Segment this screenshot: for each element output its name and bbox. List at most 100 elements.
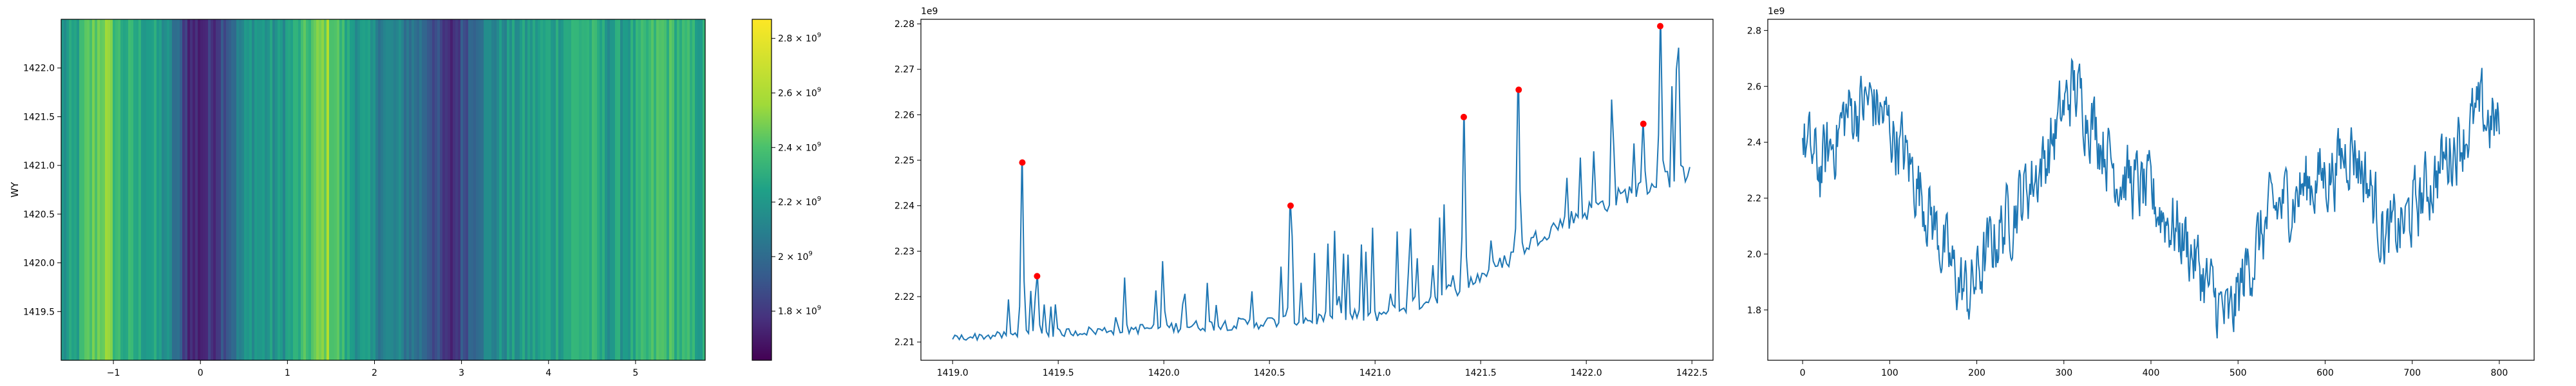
heatmap-column	[100, 19, 103, 360]
heatmap-column	[401, 19, 404, 360]
heatmap-column	[602, 19, 605, 360]
heatmap-column	[185, 19, 188, 360]
heatmap-column	[669, 19, 672, 360]
heatmap-column	[146, 19, 149, 360]
heatmap-column	[169, 19, 173, 360]
heatmap-column	[414, 19, 417, 360]
heatmap-column	[275, 19, 278, 360]
heatmap-column	[473, 19, 477, 360]
heatmap-column	[278, 19, 281, 360]
heatmap-column	[285, 19, 289, 360]
heatmap-x-tick-label: −1	[107, 368, 120, 378]
heatmap-column	[597, 19, 600, 360]
heatmap-column	[311, 19, 314, 360]
heatmap-column	[180, 19, 183, 360]
heatmap-column	[618, 19, 621, 360]
heatmap-column	[193, 19, 196, 360]
heatmap-column	[87, 19, 90, 360]
heatmap-column	[102, 19, 106, 360]
heatmap-column	[213, 19, 216, 360]
heatmap-column	[440, 19, 443, 360]
colorbar-tick-label-exponent: 9	[817, 86, 821, 93]
heatmap-column	[582, 19, 585, 360]
timeseries-panel: 1e9 0 100 200 300 400 500 600 700 800 1.8 2.0 2.2 2…	[1747, 6, 2535, 378]
heatmap-column	[126, 19, 129, 360]
heatmap-column	[649, 19, 652, 360]
heatmap-column	[321, 19, 325, 360]
heatmap-x-tick-label: 1	[285, 368, 290, 378]
heatmap-column	[489, 19, 492, 360]
heatmap-y-ticks: 1419.5 1420.0 1420.5 1421.0 1421.5 1422.0	[23, 64, 61, 317]
line2-x-tick-label: 300	[2055, 368, 2072, 378]
heatmap-column	[177, 19, 180, 360]
line2-x-tick-label: 200	[1968, 368, 1985, 378]
heatmap-column	[538, 19, 541, 360]
heatmap-column	[162, 19, 165, 360]
heatmap-column	[265, 19, 268, 360]
heatmap-column	[247, 19, 250, 360]
heatmap-column	[522, 19, 526, 360]
line1-offset-text: 1e9	[921, 6, 938, 17]
heatmap-column	[690, 19, 693, 360]
heatmap-column	[306, 19, 309, 360]
heatmap-column	[82, 19, 85, 360]
heatmap-column	[231, 19, 234, 360]
line1-frame	[920, 19, 1714, 361]
heatmap-column	[664, 19, 667, 360]
heatmap-column	[442, 19, 446, 360]
heatmap-column	[84, 19, 88, 360]
heatmap-column	[424, 19, 428, 360]
heatmap-column	[422, 19, 425, 360]
heatmap-column	[290, 19, 294, 360]
heatmap-column	[406, 19, 410, 360]
heatmap-column	[630, 19, 634, 360]
heatmap-y-tick-label: 1421.0	[23, 161, 55, 171]
heatmap-column	[357, 19, 361, 360]
heatmap-y-tick-label: 1420.5	[23, 210, 55, 220]
heatmap-column	[360, 19, 363, 360]
heatmap-column	[661, 19, 665, 360]
heatmap-column	[314, 19, 317, 360]
heatmap-column	[399, 19, 402, 360]
peak-marker	[1515, 86, 1522, 93]
heatmap-column	[432, 19, 435, 360]
heatmap-column	[71, 19, 75, 360]
heatmap-column	[685, 19, 688, 360]
colorbar-tick-label-mantissa: 2 ×	[778, 252, 797, 262]
heatmap-column	[502, 19, 505, 360]
heatmap-column	[692, 19, 696, 360]
heatmap-column	[138, 19, 142, 360]
heatmap-column	[234, 19, 237, 360]
line1-x-ticks: 1419.0 1419.5 1420.0 1420.5 1421.0 1421.5 1422…	[937, 360, 1708, 378]
line1-series	[952, 25, 1690, 342]
heatmap-column	[674, 19, 677, 360]
heatmap-column	[667, 19, 670, 360]
heatmap-column	[128, 19, 131, 360]
line2-x-tick-label: 400	[2143, 368, 2160, 378]
heatmap-column	[236, 19, 240, 360]
heatmap-column	[558, 19, 562, 360]
heatmap-column	[352, 19, 355, 360]
heatmap-column	[90, 19, 93, 360]
line2-y-tick-label: 2.4	[1747, 138, 1761, 148]
heatmap-column	[476, 19, 479, 360]
heatmap-column	[329, 19, 332, 360]
heatmap-column	[296, 19, 299, 360]
heatmap-column	[625, 19, 629, 360]
heatmap-column	[672, 19, 675, 360]
heatmap-column	[517, 19, 520, 360]
heatmap-column	[249, 19, 252, 360]
heatmap-column	[172, 19, 175, 360]
line1-x-tick-label: 1421.5	[1465, 368, 1497, 378]
peak-marker	[1034, 273, 1041, 280]
heatmap-column	[700, 19, 703, 360]
line2-y-tick-label: 1.8	[1747, 306, 1761, 316]
heatmap-column	[561, 19, 564, 360]
colorbar-tick-label: 2.2 × 109	[778, 196, 821, 208]
heatmap-column	[491, 19, 495, 360]
heatmap-column	[365, 19, 368, 360]
heatmap-column	[530, 19, 533, 360]
heatmap-column	[417, 19, 420, 360]
colorbar-tick-label-base: 10	[797, 252, 809, 262]
heatmap-column	[123, 19, 126, 360]
